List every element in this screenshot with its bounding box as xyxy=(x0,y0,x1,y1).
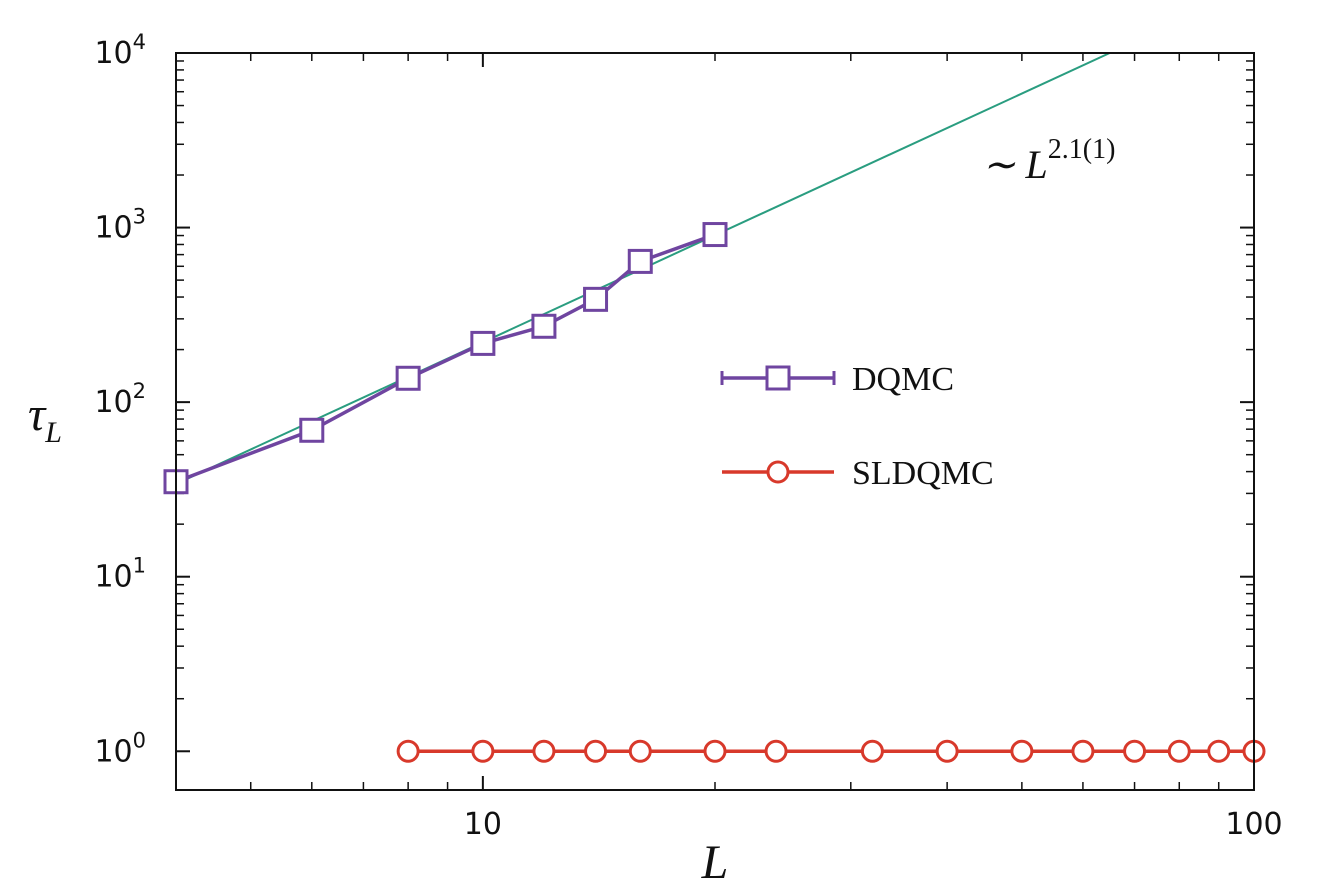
annotation-superscript: 2.1(1) xyxy=(1048,134,1116,165)
y-tick-exponent: 1 xyxy=(133,554,146,578)
plot-frame xyxy=(175,52,1255,791)
point xyxy=(703,739,727,763)
point xyxy=(531,313,557,339)
legend-marker xyxy=(765,365,791,391)
point xyxy=(764,739,788,763)
x-tick-label: 100 xyxy=(1225,807,1282,842)
point xyxy=(584,739,608,763)
y-tick-exponent: 0 xyxy=(133,728,146,752)
x-tick-label: 10 xyxy=(464,807,502,842)
point xyxy=(860,739,884,763)
y-axis-label: τL xyxy=(28,388,62,449)
y-label-sub: L xyxy=(44,416,62,449)
point xyxy=(628,739,652,763)
y-tick-label: 100 xyxy=(94,728,146,769)
annotation-text: ∼ L xyxy=(982,142,1048,187)
y-tick-base: 10 xyxy=(94,385,132,420)
point xyxy=(532,739,556,763)
legend-label: SLDQMC xyxy=(852,455,994,492)
point xyxy=(395,365,421,391)
x-axis-label: L xyxy=(701,836,729,889)
point xyxy=(935,739,959,763)
point xyxy=(396,739,420,763)
point xyxy=(1071,739,1095,763)
point xyxy=(470,330,496,356)
y-tick-base: 10 xyxy=(94,560,132,595)
point xyxy=(471,739,495,763)
y-tick-exponent: 4 xyxy=(133,30,146,54)
y-tick-base: 10 xyxy=(94,734,132,769)
point xyxy=(627,248,653,274)
annotation: ∼ L2.1(1) xyxy=(982,134,1115,187)
legend-marker xyxy=(766,460,790,484)
point xyxy=(299,417,325,443)
point xyxy=(702,222,728,248)
point xyxy=(1207,739,1231,763)
y-tick-label: 102 xyxy=(94,379,146,420)
y-tick-exponent: 3 xyxy=(133,205,146,229)
y-label-main: τ xyxy=(28,388,47,441)
point xyxy=(1010,739,1034,763)
legend-label: DQMC xyxy=(852,361,954,398)
y-tick-label: 104 xyxy=(94,30,146,71)
point xyxy=(1123,739,1147,763)
y-tick-base: 10 xyxy=(94,211,132,246)
point xyxy=(1167,739,1191,763)
point xyxy=(583,286,609,312)
y-tick-label: 103 xyxy=(94,205,146,246)
y-tick-exponent: 2 xyxy=(133,379,146,403)
y-tick-label: 101 xyxy=(94,554,146,595)
y-tick-base: 10 xyxy=(94,36,132,71)
